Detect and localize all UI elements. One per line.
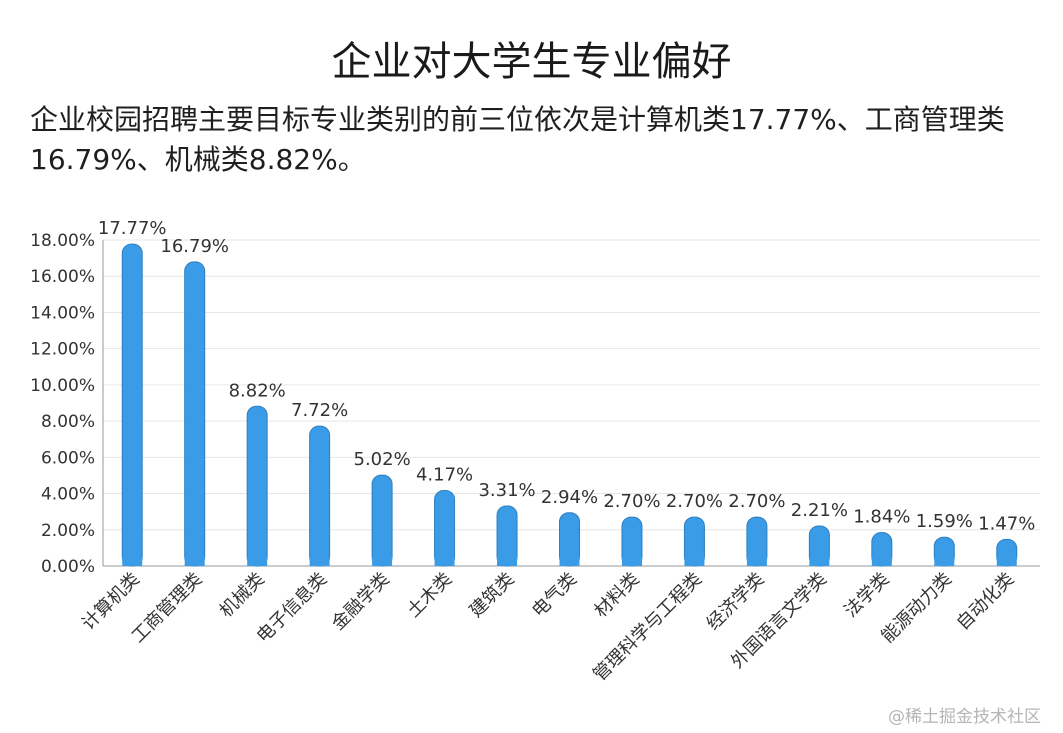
- bar: [371, 474, 393, 567]
- bar-base: [247, 556, 268, 566]
- y-tick-label: 8.00%: [41, 412, 95, 432]
- chart-subtitle: 企业校园招聘主要目标专业类别的前三位依次是计算机类17.77%、工商管理类16.…: [30, 103, 1005, 176]
- y-tick-label: 6.00%: [41, 448, 95, 468]
- data-label: 17.77%: [98, 218, 167, 239]
- data-label: 3.31%: [478, 480, 535, 501]
- y-tick-label: 4.00%: [41, 485, 95, 505]
- bar-base: [809, 556, 830, 566]
- bar-base: [559, 556, 580, 566]
- x-tick-label: 经济学类: [703, 569, 769, 635]
- y-tick-label: 14.00%: [30, 303, 95, 323]
- data-label: 4.17%: [416, 464, 473, 485]
- x-tick-label: 土木类: [403, 569, 456, 622]
- chart-title: 企业对大学生专业偏好: [331, 39, 732, 85]
- bar-base: [871, 556, 892, 566]
- data-label: 8.82%: [229, 380, 286, 401]
- data-label: 1.84%: [853, 507, 910, 528]
- x-tick-label: 管理科学与工程类: [589, 569, 706, 686]
- bar-base: [434, 556, 455, 566]
- data-label: 5.02%: [354, 449, 411, 470]
- y-tick-label: 16.00%: [30, 267, 95, 287]
- bar: [434, 489, 456, 567]
- bar-base: [122, 556, 143, 566]
- y-tick-label: 12.00%: [30, 340, 95, 360]
- bar-base: [934, 556, 955, 566]
- data-label: 2.70%: [603, 491, 660, 512]
- bar: [309, 425, 331, 567]
- x-tick-label: 材料类: [590, 569, 643, 622]
- data-label: 2.70%: [728, 491, 785, 512]
- y-tick-label: 0.00%: [41, 557, 95, 577]
- bar: [246, 405, 268, 567]
- x-tick-label: 金融学类: [328, 569, 394, 635]
- x-tick-label: 自动化类: [953, 569, 1019, 635]
- data-label: 7.72%: [291, 400, 348, 421]
- data-label: 2.21%: [791, 500, 848, 521]
- bar-base: [184, 556, 205, 566]
- y-tick-label: 18.00%: [30, 231, 95, 251]
- x-tick-label: 法学类: [840, 569, 893, 622]
- y-tick-label: 2.00%: [41, 521, 95, 541]
- bar: [184, 261, 206, 567]
- data-label: 2.94%: [541, 487, 598, 508]
- x-tick-label: 电气类: [528, 569, 581, 622]
- bar: [121, 243, 143, 567]
- data-label: 2.70%: [666, 491, 723, 512]
- bar-base: [497, 556, 518, 566]
- x-tick-label: 建筑类: [466, 569, 519, 622]
- bar-base: [996, 556, 1017, 566]
- data-label: 16.79%: [160, 236, 229, 257]
- data-label: 1.47%: [978, 513, 1035, 534]
- bar-base: [746, 556, 767, 566]
- bar-base: [309, 556, 330, 566]
- x-tick-label: 计算机类: [78, 569, 144, 635]
- x-tick-label: 机械类: [216, 569, 269, 622]
- bar-base: [372, 556, 393, 566]
- bar-base: [621, 556, 642, 566]
- watermark: @稀土掘金技术社区: [888, 707, 1041, 727]
- bar-base: [684, 556, 705, 566]
- data-label: 1.59%: [916, 511, 973, 532]
- y-tick-label: 10.00%: [30, 376, 95, 396]
